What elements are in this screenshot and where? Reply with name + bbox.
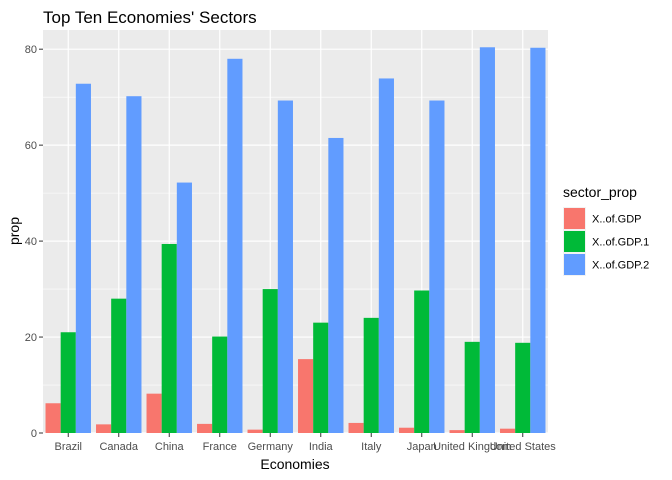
y-tick-label: 20 <box>25 332 37 344</box>
y-tick-label: 80 <box>25 44 37 56</box>
legend-label: X..of.GDP.1 <box>592 237 649 249</box>
bar-canada-series-1 <box>96 424 112 433</box>
legend-key <box>564 254 585 275</box>
x-tick-label: Italy <box>361 441 382 453</box>
x-tick-label: China <box>155 441 185 453</box>
y-tick-label: 40 <box>25 236 37 248</box>
legend: sector_prop X..of.GDPX..of.GDP.1X..of.GD… <box>563 184 649 276</box>
legend-label: X..of.GDP.2 <box>592 260 649 272</box>
bar-brazil-series-2 <box>60 332 76 433</box>
x-tick-label: United States <box>490 441 557 453</box>
bar-france-series-3 <box>227 58 243 434</box>
y-tick-label: 0 <box>31 428 37 440</box>
bar-germany-series-2 <box>262 289 278 433</box>
legend-items: X..of.GDP X..of.GDP.1 X..of.GDP.2 <box>563 207 649 276</box>
legend-label: X..of.GDP <box>592 214 642 226</box>
x-axis: Brazil Canada China France Germany India Italy… <box>54 433 556 453</box>
bar-india-series-1 <box>298 359 314 433</box>
bar-china-series-3 <box>176 182 192 433</box>
bar-france-series-1 <box>197 423 213 433</box>
legend-key <box>564 208 585 229</box>
legend-key <box>564 231 585 252</box>
x-tick-label: Germany <box>248 441 294 453</box>
bar-japan-series-3 <box>429 100 445 434</box>
bar-united-kingdom-series-3 <box>479 47 495 434</box>
bar-india-series-3 <box>328 137 344 434</box>
bar-canada-series-3 <box>126 96 142 433</box>
x-tick-label: India <box>309 441 334 453</box>
x-tick-label: Canada <box>99 441 138 453</box>
bar-china-series-1 <box>146 393 162 433</box>
bar-united-states-series-1 <box>500 428 516 433</box>
y-tick-label: 60 <box>25 140 37 152</box>
bar-italy-series-3 <box>378 78 394 433</box>
x-axis-title: Economies <box>260 456 329 472</box>
x-tick-label: France <box>203 441 237 453</box>
bar-france-series-2 <box>212 336 228 433</box>
bars <box>45 47 546 434</box>
bar-united-kingdom-series-2 <box>464 341 480 433</box>
y-axis-title: prop <box>6 217 22 245</box>
x-tick-label: United Kingdom <box>433 441 511 453</box>
bar-brazil-series-3 <box>75 83 91 433</box>
bar-brazil-series-1 <box>45 403 61 433</box>
chart-title: Top Ten Economies' Sectors <box>43 8 257 27</box>
bar-germany-series-1 <box>247 429 263 433</box>
bar-japan-series-2 <box>414 290 430 433</box>
bar-germany-series-3 <box>277 100 293 434</box>
bar-italy-series-1 <box>348 422 364 433</box>
bar-japan-series-1 <box>399 427 415 433</box>
bar-italy-series-2 <box>363 317 379 433</box>
bar-canada-series-2 <box>111 298 127 433</box>
y-axis: 0 20 40 60 80 <box>25 44 43 440</box>
bar-united-states-series-3 <box>530 47 546 433</box>
x-tick-label: Brazil <box>54 441 82 453</box>
bar-china-series-2 <box>161 243 177 433</box>
bar-india-series-2 <box>313 322 329 433</box>
bar-united-kingdom-series-1 <box>449 430 465 433</box>
bar-united-states-series-2 <box>515 342 531 433</box>
x-tick-label: Japan <box>407 441 437 453</box>
legend-title: sector_prop <box>563 184 637 200</box>
